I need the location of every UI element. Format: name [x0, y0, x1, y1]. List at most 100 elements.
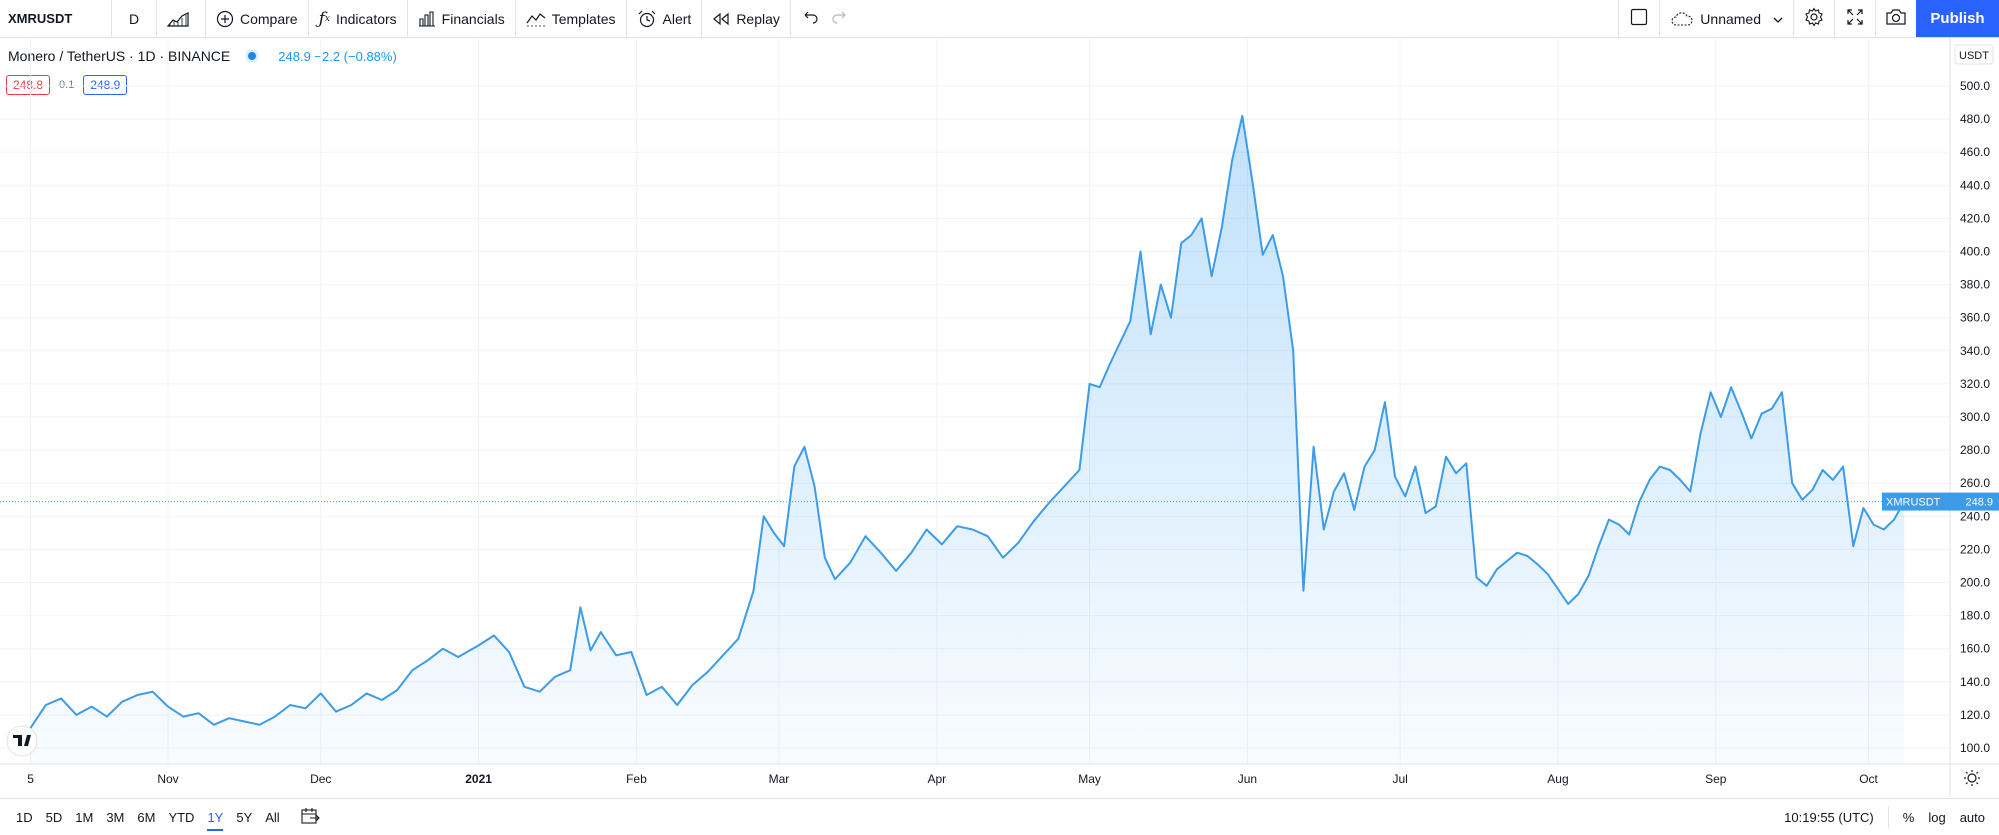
templates-label: Templates [551, 10, 616, 27]
alert-button[interactable]: Alert [627, 0, 703, 37]
y-tick-label: 360.0 [1960, 311, 1990, 325]
tradingview-logo[interactable] [6, 725, 38, 757]
chevron-down-icon [1773, 11, 1783, 27]
y-tick-label: 220.0 [1960, 542, 1990, 556]
templates-icon [526, 11, 546, 27]
price-axis[interactable]: 100.0 120.0 140.0 160.0 180.0 200.0 220.0 240.0… [1949, 38, 1990, 798]
financials-button[interactable]: Financials [408, 0, 516, 37]
buy-sell-panel: 248.8 0.1 248.9 [6, 75, 128, 95]
range-3m[interactable]: 3M [106, 809, 125, 825]
buy-button[interactable]: 248.9 [83, 75, 128, 95]
symbol-search-button[interactable]: XMRUSDT [0, 0, 112, 37]
time-axis[interactable]: 5 Nov Dec 2021 Feb Mar Apr May Jun Jul Aug Sep Oct [0, 763, 1999, 786]
y-tick-label: 100.0 [1960, 741, 1990, 755]
date-range-selector: 1D 5D 1M 3M 6M YTD 1Y 5Y All [16, 809, 280, 831]
layout-select-button[interactable] [1618, 0, 1659, 37]
y-tick-label: 420.0 [1960, 211, 1990, 225]
alarm-clock-icon [637, 10, 657, 28]
price-area-fill [30, 115, 1905, 765]
symbol-label: XMRUSDT [8, 11, 73, 26]
spread-value: 0.1 [59, 79, 75, 91]
currency-label: USDT [1959, 50, 1989, 62]
y-tick-label: 180.0 [1960, 609, 1990, 623]
replay-button[interactable]: Replay [702, 0, 791, 37]
x-tick-label: May [1078, 772, 1101, 786]
y-tick-label: 200.0 [1960, 576, 1990, 590]
log-toggle[interactable]: log [1928, 809, 1946, 825]
financials-label: Financials [441, 10, 505, 27]
legend-values: 248.9 −2.2 (−0.88%) [278, 48, 397, 64]
symbol-title[interactable]: Monero / TetherUS · 1D · BINANCE [8, 48, 231, 64]
y-tick-label: 440.0 [1960, 178, 1990, 192]
undo-icon[interactable] [801, 10, 819, 27]
range-6m[interactable]: 6M [137, 809, 156, 825]
snapshot-button[interactable] [1875, 0, 1916, 37]
bottom-toolbar: 1D 5D 1M 3M 6M YTD 1Y 5Y All 10:19:55 (UTC) % lo… [0, 798, 1999, 835]
alert-label: Alert [662, 10, 692, 27]
interval-button[interactable]: D [112, 0, 157, 37]
area-chart-icon [167, 11, 189, 27]
y-tick-label: 460.0 [1960, 145, 1990, 159]
y-tick-label: 260.0 [1960, 476, 1990, 490]
price-chart[interactable]: 100.0 120.0 140.0 160.0 180.0 200.0 220.0 240.0… [0, 38, 1999, 798]
x-tick-label: Feb [626, 772, 647, 786]
layout-name-button[interactable]: Unnamed [1659, 0, 1793, 37]
range-1y[interactable]: 1Y [207, 810, 224, 831]
y-tick-label: 500.0 [1960, 79, 1990, 93]
square-layout-icon [1630, 8, 1648, 29]
y-tick-label: 380.0 [1960, 278, 1990, 292]
y-tick-label: 320.0 [1960, 377, 1990, 391]
replay-label: Replay [736, 10, 780, 27]
y-tick-label: 140.0 [1960, 675, 1990, 689]
publish-button[interactable]: Publish [1916, 0, 1999, 37]
currency-badge: USDT [1954, 44, 1994, 65]
undo-redo-group [791, 0, 859, 37]
x-tick-label: Jun [1238, 772, 1257, 786]
x-tick-label: Mar [769, 772, 790, 786]
x-tick-label: Dec [310, 772, 331, 786]
camera-icon [1885, 8, 1907, 29]
fullscreen-button[interactable] [1834, 0, 1875, 37]
last-price-value: 248.9 [1965, 497, 1993, 509]
cloud-icon [1670, 11, 1694, 27]
chart-legend: Monero / TetherUS · 1D · BINANCE 248.9 −… [8, 48, 397, 64]
range-ytd[interactable]: YTD [168, 809, 195, 825]
sell-button[interactable]: 248.8 [6, 75, 51, 95]
chart-style-button[interactable] [157, 0, 206, 37]
fullscreen-icon [1846, 8, 1864, 29]
y-tick-label: 280.0 [1960, 443, 1990, 457]
rewind-icon [712, 12, 730, 26]
auto-toggle[interactable]: auto [1959, 809, 1985, 825]
range-5y[interactable]: 5Y [236, 809, 253, 825]
settings-button[interactable] [1793, 0, 1834, 37]
range-all[interactable]: All [265, 809, 280, 825]
x-tick-label: Jul [1392, 772, 1407, 786]
percent-toggle[interactable]: % [1902, 809, 1915, 825]
goto-date-icon[interactable] [300, 807, 320, 828]
plus-circle-icon [216, 10, 234, 28]
range-5d[interactable]: 5D [45, 809, 63, 825]
compare-button[interactable]: Compare [206, 0, 309, 37]
axis-settings-icon[interactable] [1964, 770, 1980, 786]
gear-icon [1804, 7, 1824, 30]
x-tick-label: Sep [1705, 772, 1727, 786]
x-tick-label: Aug [1547, 772, 1568, 786]
interval-label: D [128, 10, 140, 27]
indicators-label: Indicators [335, 10, 397, 27]
range-1m[interactable]: 1M [75, 809, 94, 825]
range-1d[interactable]: 1D [16, 809, 33, 825]
market-status-dot [248, 52, 257, 60]
redo-icon[interactable] [831, 10, 849, 27]
y-tick-label: 340.0 [1960, 344, 1990, 358]
separator [1887, 806, 1889, 828]
templates-button[interactable]: Templates [516, 0, 627, 37]
x-tick-label: Oct [1859, 772, 1878, 786]
bar-chart-icon [418, 10, 436, 27]
x-tick-label: Nov [157, 772, 178, 786]
x-tick-label: 5 [27, 772, 34, 786]
layout-name-label: Unnamed [1700, 10, 1761, 27]
clock-time[interactable]: 10:19:55 (UTC) [1784, 809, 1874, 825]
